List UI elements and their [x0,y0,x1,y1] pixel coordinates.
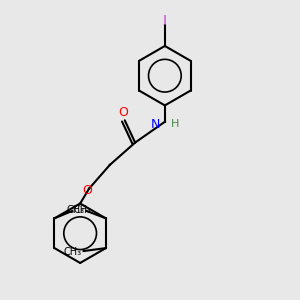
Text: O: O [118,106,128,119]
Text: CH₃: CH₃ [67,205,85,215]
Text: CH₃: CH₃ [74,205,92,215]
Text: CH₃: CH₃ [64,247,82,257]
Text: N: N [151,118,160,130]
Text: H: H [171,119,179,129]
Text: O: O [82,184,92,196]
Text: I: I [163,14,167,28]
